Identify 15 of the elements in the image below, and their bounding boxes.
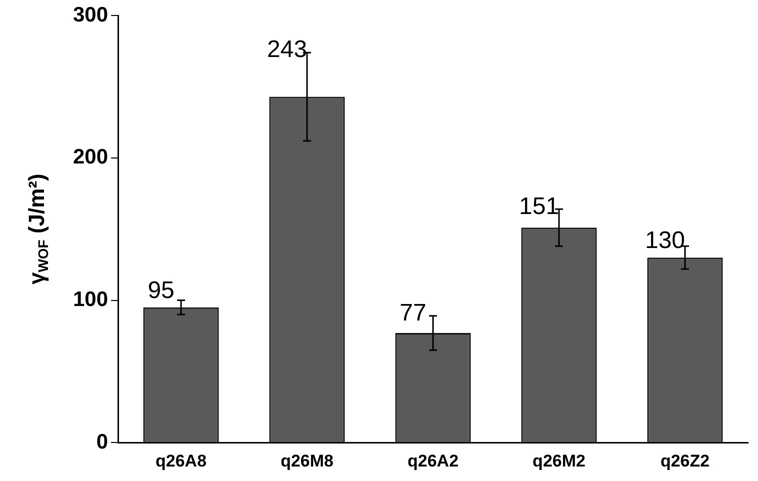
data-label: 130 [644,227,686,254]
y-tick-label: 100 [72,288,108,312]
x-tick-label: q26Z2 [660,451,710,470]
y-tick-label: 300 [72,3,108,26]
x-tick-label: q26M2 [532,451,586,470]
y-tick-label: 0 [96,430,108,454]
x-tick-label: q26M8 [280,451,334,470]
y-tick-label: 200 [72,146,108,169]
data-label: 77 [400,300,426,327]
y-axis-title: γWOF (J/m²) [24,174,51,285]
x-tick-label: q26A2 [408,451,459,470]
data-label: 243 [267,36,308,64]
data-label: 151 [518,192,560,220]
x-tick-label: q26A8 [156,451,207,470]
data-label: 95 [148,277,174,304]
